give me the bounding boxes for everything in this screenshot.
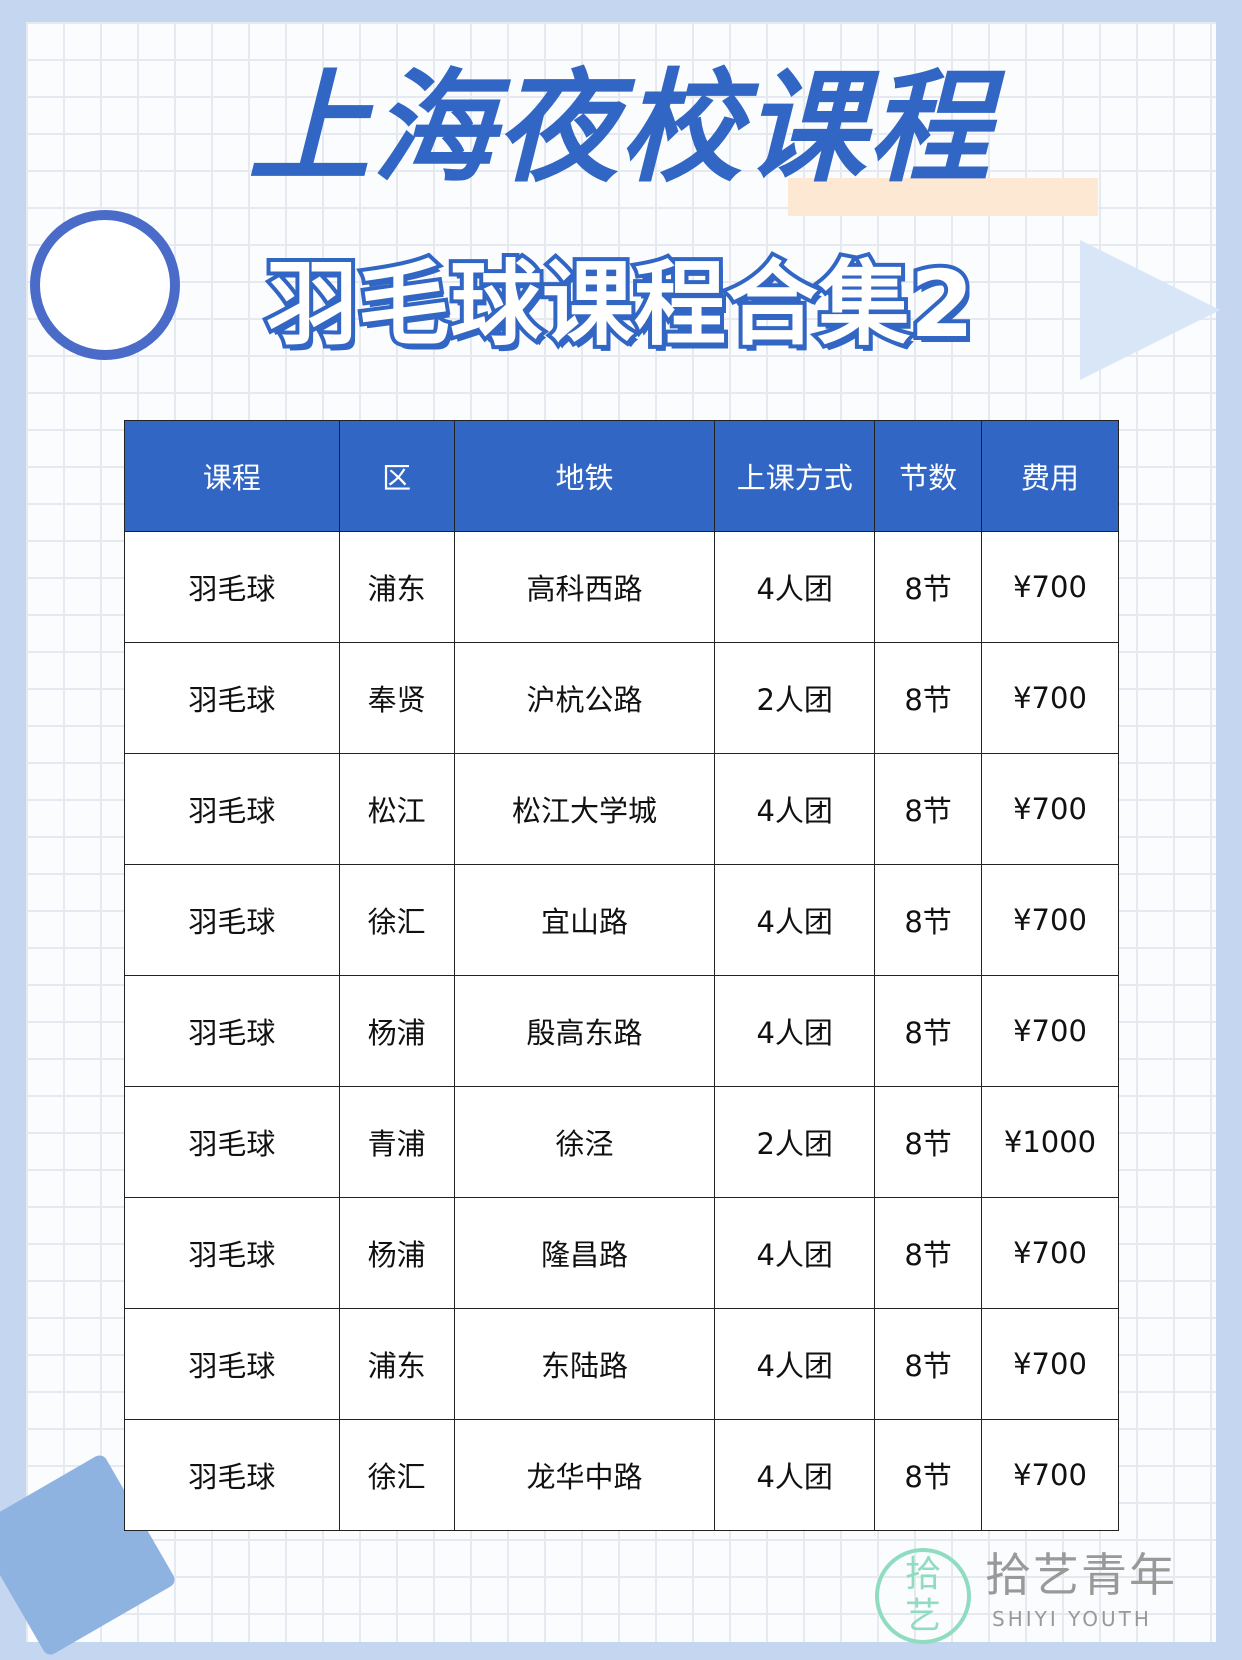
table-cell: 奉贤: [338, 642, 455, 754]
table-cell: 4人团: [714, 753, 876, 865]
watermark-name-en: SHIYI YOUTH: [992, 1607, 1152, 1631]
table-cell: ¥700: [981, 642, 1119, 754]
table-row: 羽毛球 杨浦 隆昌路 4人团 8节 ¥700: [124, 1197, 1119, 1309]
table-cell: 8节: [874, 1419, 983, 1531]
table-row: 羽毛球 松江 松江大学城 4人团 8节 ¥700: [124, 753, 1119, 865]
table-cell: ¥700: [981, 531, 1119, 643]
table-cell: 羽毛球: [124, 1308, 340, 1420]
table-row: 羽毛球 杨浦 殷高东路 4人团 8节 ¥700: [124, 975, 1119, 1087]
table-cell: 羽毛球: [124, 1197, 340, 1309]
title-highlight: [788, 178, 1098, 216]
table-cell: ¥1000: [981, 1086, 1119, 1198]
course-table: 课程区地铁 上课方式 节数 费用 羽毛球 浦东 高科西路 4人团 8节 ¥700 羽毛球 奉贤 沪杭公…: [124, 420, 1119, 1531]
table-cell: 8节: [874, 753, 983, 865]
table-cell: 4人团: [714, 1197, 876, 1309]
column-header: 区: [338, 420, 455, 532]
table-cell: 高科西路: [453, 531, 716, 643]
alarm-clock-icon: [30, 210, 180, 360]
table-cell: 羽毛球: [124, 975, 340, 1087]
table-cell: 8节: [874, 1308, 983, 1420]
table-cell: 龙华中路: [453, 1419, 716, 1531]
column-header: 节数: [874, 420, 983, 532]
table-cell: 浦东: [338, 1308, 455, 1420]
column-header: 上课方式: [714, 420, 876, 532]
table-cell: ¥700: [981, 753, 1119, 865]
table-row: 羽毛球 浦东 东陆路 4人团 8节 ¥700: [124, 1308, 1119, 1420]
column-header: 地铁: [453, 420, 716, 532]
table-cell: 4人团: [714, 975, 876, 1087]
column-header: 费用: [981, 420, 1119, 532]
table-cell: 松江大学城: [453, 753, 716, 865]
table-cell: 羽毛球: [124, 1419, 340, 1531]
table-cell: ¥700: [981, 1197, 1119, 1309]
page-subtitle: 羽毛球课程合集2: [262, 247, 978, 362]
table-cell: 8节: [874, 864, 983, 976]
table-cell: 羽毛球: [124, 753, 340, 865]
table-cell: 杨浦: [338, 1197, 455, 1309]
table-cell: 4人团: [714, 864, 876, 976]
table-cell: 宜山路: [453, 864, 716, 976]
table-cell: 2人团: [714, 642, 876, 754]
table-cell: 青浦: [338, 1086, 455, 1198]
table-cell: 徐汇: [338, 864, 455, 976]
table-cell: ¥700: [981, 1419, 1119, 1531]
table-cell: 4人团: [714, 531, 876, 643]
table-cell: 殷高东路: [453, 975, 716, 1087]
table-cell: 杨浦: [338, 975, 455, 1087]
table-row: 羽毛球 徐汇 龙华中路 4人团 8节 ¥700: [124, 1419, 1119, 1531]
table-cell: ¥700: [981, 864, 1119, 976]
table-cell: 4人团: [714, 1308, 876, 1420]
table-cell: ¥700: [981, 975, 1119, 1087]
table-row: 羽毛球 青浦 徐泾 2人团 8节 ¥1000: [124, 1086, 1119, 1198]
table-row: 羽毛球 徐汇 宜山路 4人团 8节 ¥700: [124, 864, 1119, 976]
table-cell: 8节: [874, 531, 983, 643]
table-cell: 羽毛球: [124, 531, 340, 643]
table-cell: 沪杭公路: [453, 642, 716, 754]
megaphone-icon: [1080, 240, 1220, 380]
table-row: 羽毛球 浦东 高科西路 4人团 8节 ¥700: [124, 531, 1119, 643]
table-cell: 8节: [874, 1086, 983, 1198]
table-cell: ¥700: [981, 1308, 1119, 1420]
table-cell: 8节: [874, 975, 983, 1087]
page-title: 上海夜校课程: [248, 57, 992, 199]
table-cell: 羽毛球: [124, 1086, 340, 1198]
table-cell: 羽毛球: [124, 864, 340, 976]
table-cell: 8节: [874, 1197, 983, 1309]
table-cell: 隆昌路: [453, 1197, 716, 1309]
watermark-logo: 拾艺: [875, 1548, 971, 1644]
table-cell: 东陆路: [453, 1308, 716, 1420]
table-cell: 浦东: [338, 531, 455, 643]
table-cell: 徐泾: [453, 1086, 716, 1198]
watermark-name: 拾艺青年: [985, 1548, 1177, 1602]
table-row: 羽毛球 奉贤 沪杭公路 2人团 8节 ¥700: [124, 642, 1119, 754]
table-cell: 松江: [338, 753, 455, 865]
table-header-row: 课程区地铁 上课方式 节数 费用: [124, 420, 1119, 532]
table-cell: 8节: [874, 642, 983, 754]
column-header: 课程: [124, 420, 340, 532]
table-cell: 徐汇: [338, 1419, 455, 1531]
table-cell: 2人团: [714, 1086, 876, 1198]
table-cell: 4人团: [714, 1419, 876, 1531]
table-cell: 羽毛球: [124, 642, 340, 754]
watermark-logo-text: 拾艺: [904, 1554, 941, 1637]
